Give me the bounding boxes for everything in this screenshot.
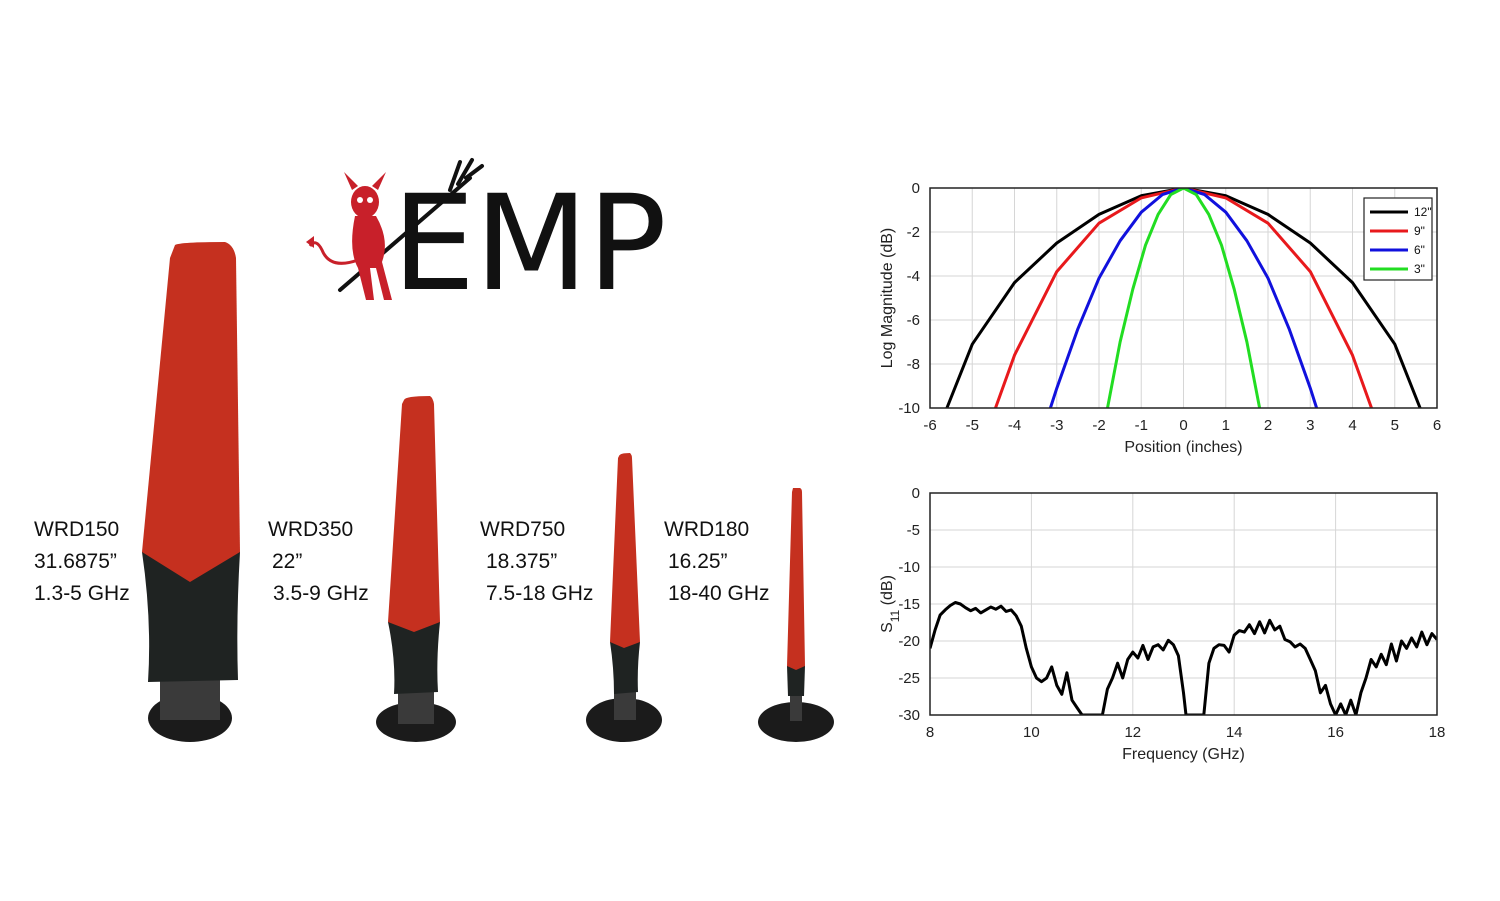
- pattern-chart: -6 -5 -4 -3 -2 -1 0 1 2 3 4 5 60-2-4-6-8-10Position …: [879, 180, 1441, 456]
- antenna-product-photos: [142, 242, 834, 742]
- antenna-length: 16.25”: [668, 550, 728, 573]
- y-tick-label: 0: [912, 485, 920, 502]
- x-tick-label: -2: [1092, 417, 1105, 434]
- x-tick-label: 3: [1306, 417, 1314, 434]
- x-tick-label: 6: [1433, 417, 1441, 434]
- x-tick-label: 0: [1179, 417, 1187, 434]
- x-axis-label: Position (inches): [1124, 439, 1242, 456]
- emp-logo-mascot: [306, 158, 484, 300]
- antenna-model: WRD750: [480, 518, 566, 541]
- x-tick-label: 18: [1429, 724, 1446, 741]
- x-tick-label: 12: [1124, 724, 1141, 741]
- antenna-band: 1.3-5 GHz: [34, 582, 130, 605]
- x-tick-label: -4: [1008, 417, 1021, 434]
- y-tick-label: 0: [912, 180, 920, 197]
- x-tick-label: -1: [1135, 417, 1148, 434]
- s11-chart: 8 10 12 14 16 18 0 -5 -10 -15 -20 -25 -30 Frequency (…: [879, 485, 1446, 763]
- series-line: [994, 188, 1373, 408]
- antenna-model: WRD150: [34, 518, 120, 541]
- antenna-length: 22”: [272, 550, 303, 573]
- series-line: [945, 188, 1422, 408]
- antenna-length: 18.375”: [486, 550, 558, 573]
- x-axis-label: Frequency (GHz): [1122, 746, 1245, 763]
- y-tick-label: -10: [898, 559, 920, 576]
- antenna-label-wrd350: WRD350 22” 3.5-9 GHz: [268, 514, 369, 610]
- y-tick-label: -25: [898, 670, 920, 687]
- antenna-length: 31.6875”: [34, 550, 117, 573]
- antenna-band: 18-40 GHz: [668, 582, 770, 605]
- x-tick-label: -6: [923, 417, 936, 434]
- x-tick-label: 4: [1348, 417, 1356, 434]
- y-tick-label: -15: [898, 596, 920, 613]
- antenna-image-wrd350: [376, 396, 456, 742]
- series-line: [930, 601, 1437, 715]
- legend-label: 9": [1414, 224, 1425, 238]
- legend-label: 3": [1414, 262, 1425, 276]
- y-tick-label: -4: [907, 268, 920, 285]
- antenna-image-wrd750: [586, 453, 662, 742]
- antenna-band: 3.5-9 GHz: [273, 582, 369, 605]
- y-tick-label: -8: [907, 356, 920, 373]
- y-tick-label: -30: [898, 707, 920, 724]
- legend-label: 12": [1414, 205, 1432, 219]
- y-tick-label: -5: [907, 522, 920, 539]
- antenna-image-wrd180: [758, 488, 834, 742]
- x-tick-label: 16: [1327, 724, 1344, 741]
- y-tick-label: -6: [907, 312, 920, 329]
- antenna-label-wrd150: WRD150 31.6875” 1.3-5 GHz: [34, 514, 130, 610]
- plot-frame: [929, 492, 1438, 716]
- pitchfork-prongs: [448, 158, 484, 192]
- x-tick-label: 2: [1264, 417, 1272, 434]
- x-tick-label: 5: [1391, 417, 1399, 434]
- x-tick-label: -3: [1050, 417, 1063, 434]
- antenna-model: WRD180: [664, 518, 750, 541]
- y-tick-label: -20: [898, 633, 920, 650]
- x-tick-label: 10: [1023, 724, 1040, 741]
- antenna-image-wrd150: [142, 242, 240, 742]
- antenna-label-wrd180: WRD180 16.25” 18-40 GHz: [664, 514, 770, 610]
- y-axis-label: S11 (dB): [879, 575, 902, 633]
- y-axis-label: Log Magnitude (dB): [879, 228, 896, 369]
- x-tick-label: 14: [1226, 724, 1243, 741]
- devil-mascot-icon: [306, 172, 392, 300]
- x-tick-label: 1: [1222, 417, 1230, 434]
- y-tick-label: -2: [907, 224, 920, 241]
- series-line: [1106, 188, 1262, 408]
- antenna-band: 7.5-18 GHz: [486, 582, 594, 605]
- x-tick-label: 8: [926, 724, 934, 741]
- emp-logo-text: EMP: [392, 167, 667, 321]
- series-line: [1048, 188, 1319, 408]
- antenna-label-wrd750: WRD750 18.375” 7.5-18 GHz: [480, 514, 593, 610]
- legend-label: 6": [1414, 243, 1425, 257]
- x-tick-label: -5: [966, 417, 979, 434]
- antenna-model: WRD350: [268, 518, 354, 541]
- plot-frame: [929, 187, 1438, 409]
- y-tick-label: -10: [898, 400, 920, 417]
